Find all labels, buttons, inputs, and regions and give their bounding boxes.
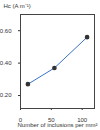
svg-text:50: 50 — [48, 116, 55, 123]
svg-text:0.20: 0.20 — [0, 92, 12, 98]
svg-text:0.60: 0.60 — [0, 28, 12, 34]
svg-text:Number of inclusions per mm²: Number of inclusions per mm² — [17, 122, 97, 128]
svg-text:0.40: 0.40 — [0, 60, 12, 66]
svg-text:100: 100 — [77, 116, 88, 123]
svg-text:0: 0 — [18, 116, 23, 123]
svg-text:Hc (A m⁻¹): Hc (A m⁻¹) — [4, 3, 31, 9]
